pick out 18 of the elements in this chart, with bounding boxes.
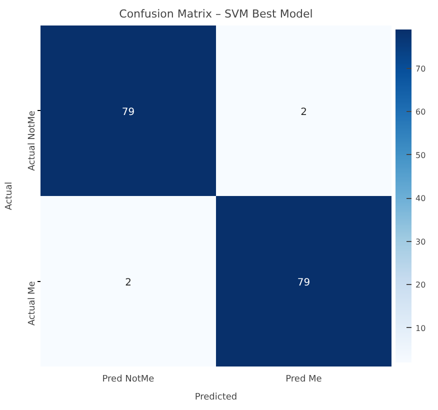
data-label: 2 xyxy=(125,277,132,288)
x-tick-label: Pred Me xyxy=(286,374,322,384)
color-bar-label: 60 xyxy=(416,108,426,117)
y-axis-title: Actual xyxy=(4,182,14,210)
data-label: 79 xyxy=(297,277,310,288)
color-bar-label: 70 xyxy=(416,64,426,74)
data-label: 79 xyxy=(122,106,135,118)
color-bar-label: 40 xyxy=(416,194,426,204)
x-axis-title: Predicted xyxy=(194,392,238,402)
data-label: 2 xyxy=(300,106,307,118)
x-tick-label: Pred NotMe xyxy=(102,374,155,384)
y-tick-label: Actual NotMe xyxy=(28,110,38,171)
chart-title: Confusion Matrix – SVM Best Model xyxy=(119,8,313,20)
color-bar-label: 20 xyxy=(416,280,426,290)
y-tick-label: Actual Me xyxy=(28,280,38,326)
color-bar-label: 30 xyxy=(416,237,426,246)
color-bar-label: 10 xyxy=(416,324,426,333)
color-bar-label: 50 xyxy=(416,150,426,160)
